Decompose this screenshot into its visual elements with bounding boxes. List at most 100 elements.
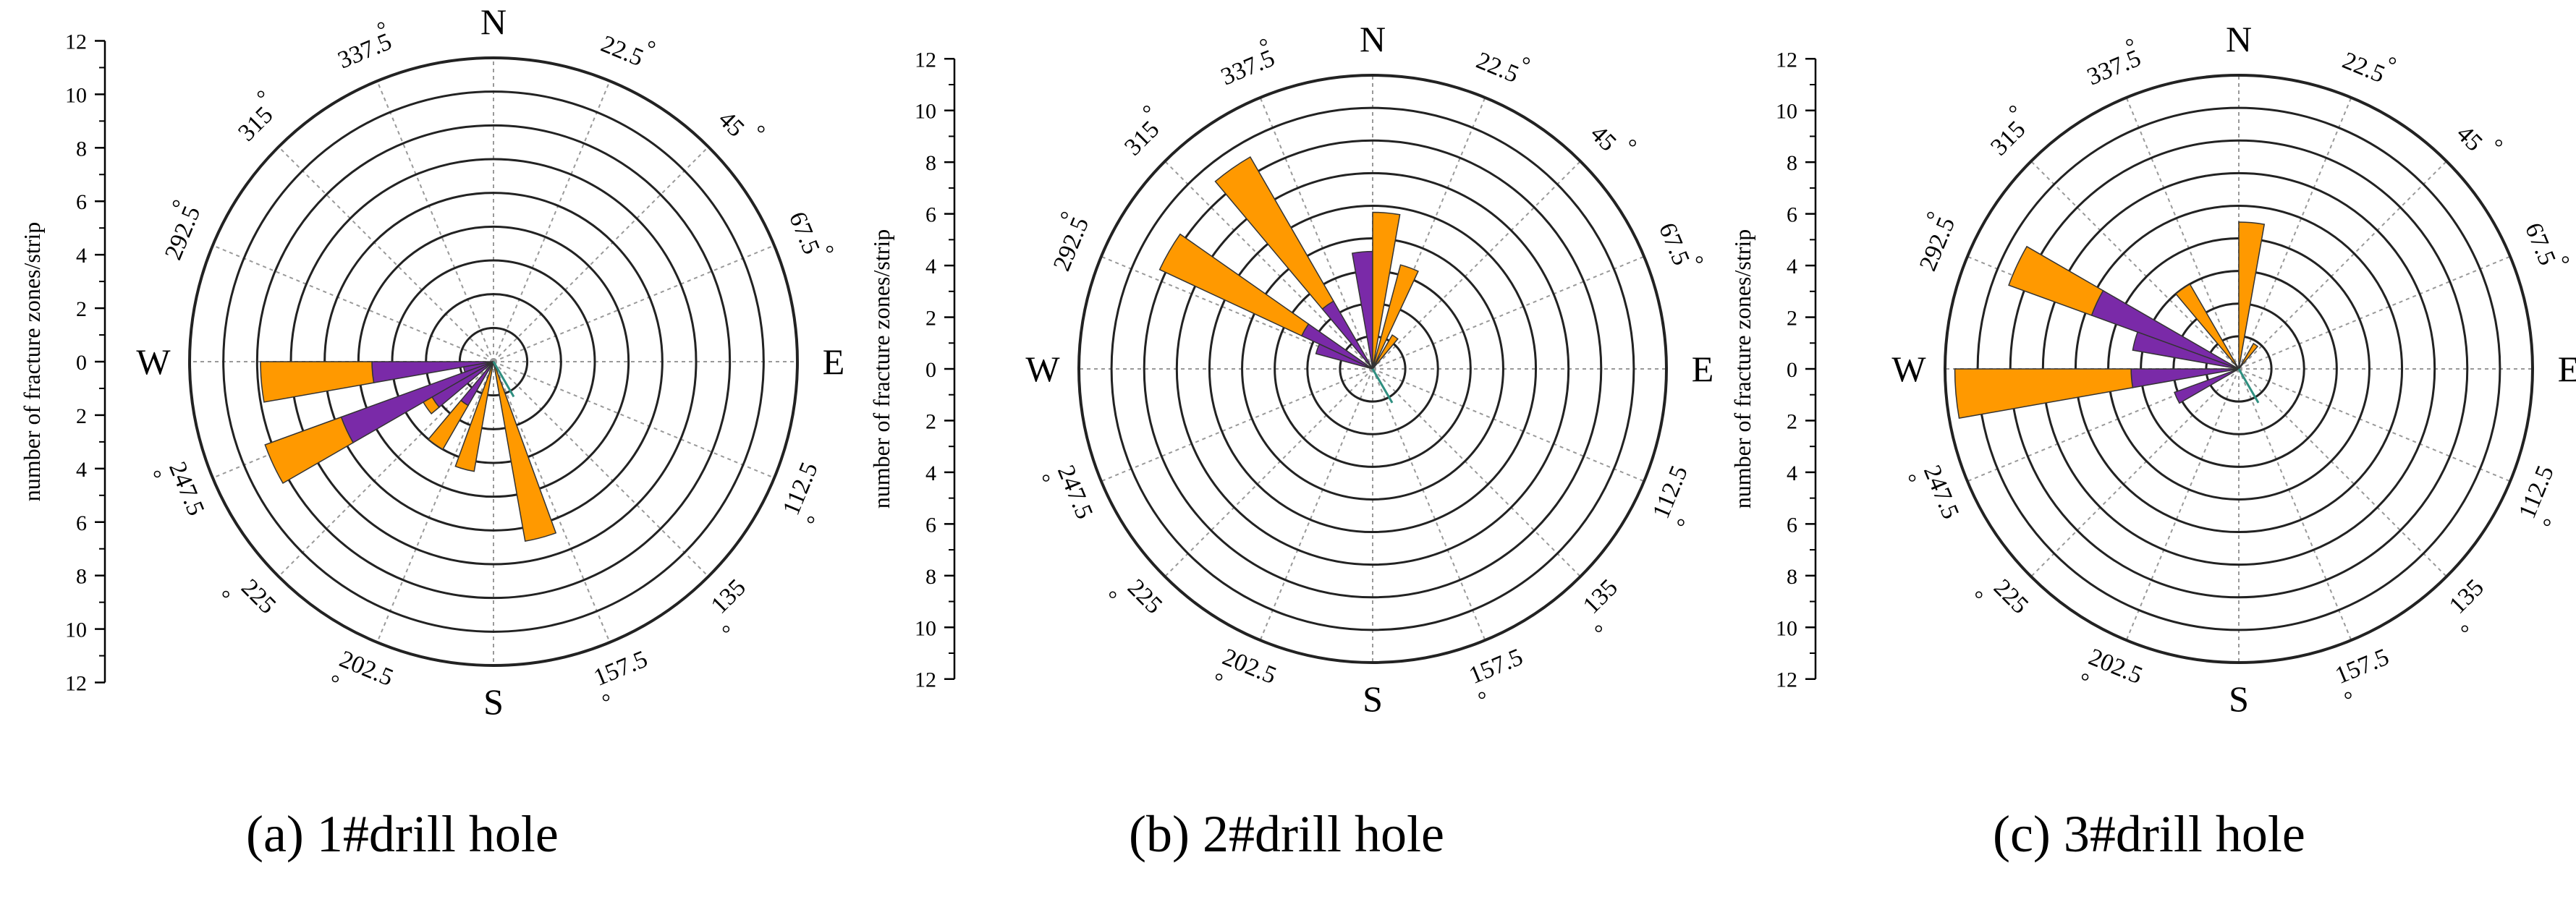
ring-gridline (1944, 74, 2534, 664)
radial-gridline (2238, 255, 2511, 370)
degree-symbol (2081, 673, 2089, 681)
degree-symbol (648, 41, 656, 48)
angle-label: 202.5 (2085, 644, 2146, 689)
degree-symbol (1629, 139, 1636, 147)
angle-label: 22.5 (1473, 47, 1522, 88)
scale-tick-label: 0 (1787, 358, 1797, 382)
radial-gridline (278, 361, 494, 577)
rose-bar-purple-segment (2174, 368, 2240, 404)
scale-tick-label: 10 (915, 616, 936, 640)
radial-gridline (1967, 368, 2240, 482)
rose-bar-teal-segment (492, 361, 515, 398)
angle-label: 247.5 (1052, 461, 1098, 523)
radial-gridline (376, 80, 494, 362)
angle-label: 225 (236, 574, 281, 619)
scale-tick-label: 4 (76, 244, 87, 268)
angle-label: 292.5 (160, 203, 206, 264)
scale-tick-label: 8 (925, 151, 936, 175)
rose-chart-b: N E S W 22.5 45 67.5 112.5 135 157.5 202.5 225 247.5… (868, 19, 1713, 719)
radial-gridline (2030, 368, 2240, 577)
radial-gridline (2238, 161, 2447, 370)
angle-label: 292.5 (1048, 213, 1094, 275)
angle-label: 157.5 (1465, 644, 1527, 689)
rose-bar-orange-segment (1372, 211, 1401, 370)
radial-gridline (493, 80, 611, 362)
angle-label: 135 (706, 574, 751, 619)
angle-label: 337.5 (1217, 45, 1279, 90)
ring-gridline (1143, 139, 1603, 599)
scale-tick-label: 6 (76, 511, 87, 535)
rose-chart-a: N E S W 22.5 45 67.5 112.5 135 157.5 202.5 225 247.5… (19, 1, 844, 722)
scale-tick-label: 6 (925, 203, 936, 227)
radial-gridline (2125, 97, 2240, 370)
scale-tick-label: 4 (76, 458, 87, 482)
compass-label: N (2226, 19, 2252, 59)
compass-label: S (2229, 678, 2249, 719)
rose-bar-orange-segment (2174, 283, 2240, 370)
angle-label: 225 (1988, 574, 2033, 619)
rose-bar-orange-segment (427, 399, 470, 451)
degree-symbol (1522, 57, 1530, 64)
scale-tick-label: 4 (925, 255, 936, 278)
degree-symbol (807, 516, 815, 524)
degree-symbol (1695, 256, 1703, 263)
degree-symbol (377, 22, 385, 30)
rose-bar-orange-segment (1372, 334, 1399, 370)
caption-c: (c) 3#drill hole (1993, 805, 2305, 863)
rose-bar-purple-segment (1315, 343, 1373, 370)
scale-tick-label: 8 (76, 565, 87, 589)
radial-gridline (493, 361, 611, 643)
degree-symbol (331, 675, 339, 683)
angle-label: 157.5 (590, 646, 651, 692)
ring-gridline (1175, 171, 1570, 566)
degree-symbol (602, 694, 610, 702)
angle-label: 112.5 (778, 459, 823, 519)
scale-tick-label: 10 (1776, 100, 1797, 124)
radial-gridline (2238, 368, 2447, 577)
degree-symbol (2543, 519, 2551, 527)
degree-symbol (2461, 625, 2469, 632)
angle-label: 202.5 (1219, 644, 1280, 689)
radial-gridline (493, 146, 709, 362)
rose-chart-c: N E S W 22.5 45 67.5 112.5 135 157.5 202.5 225 247.5… (1729, 19, 2576, 719)
scale-tick-label: 4 (925, 461, 936, 485)
ring-gridline (1208, 204, 1538, 534)
scale-tick-label: 4 (1787, 461, 1797, 485)
degree-symbol (826, 245, 834, 253)
radial-gridline (1259, 368, 1373, 641)
scale-tick-label: 10 (1776, 616, 1797, 640)
angle-label: 67.5 (2520, 219, 2561, 269)
scale-tick-label: 12 (65, 672, 87, 696)
angle-label: 22.5 (2339, 47, 2389, 88)
radial-gridline (2030, 161, 2240, 370)
degree-symbol (222, 590, 229, 598)
scale-tick-label: 12 (65, 30, 87, 54)
ring-gridline (188, 56, 799, 667)
degree-symbol (257, 90, 265, 98)
angle-label: 112.5 (2514, 462, 2559, 523)
radial-gridline (2238, 368, 2352, 641)
scale-tick-label: 12 (1776, 48, 1797, 72)
radial-gridline (1164, 161, 1373, 370)
panel-b: N E S W 22.5 45 67.5 112.5 135 157.5 202.5 225 247.5… (859, 0, 1718, 781)
degree-symbol (1908, 475, 1916, 482)
y-axis-label: number of fracture zones/strip (1729, 229, 1755, 509)
degree-symbol (2389, 57, 2397, 64)
scale-tick-label: 8 (925, 565, 936, 589)
angle-label: 315 (233, 101, 278, 146)
angle-label: 135 (2444, 574, 2489, 619)
degree-symbol (1927, 211, 1934, 219)
radial-gridline (1372, 368, 1486, 641)
radial-gridline (493, 244, 775, 362)
radial-gridline (1259, 97, 1373, 370)
degree-symbol (2126, 38, 2133, 46)
radial-gridline (1372, 255, 1645, 370)
degree-symbol (2562, 256, 2569, 263)
angle-label: 45 (2452, 120, 2488, 156)
angle-label: 292.5 (1915, 213, 1960, 275)
scale-tick-label: 8 (1787, 151, 1797, 175)
degree-symbol (1215, 673, 1223, 681)
radial-gridline (1101, 368, 1373, 482)
angle-label: 225 (1122, 574, 1167, 619)
scale-tick-label: 10 (65, 618, 87, 642)
